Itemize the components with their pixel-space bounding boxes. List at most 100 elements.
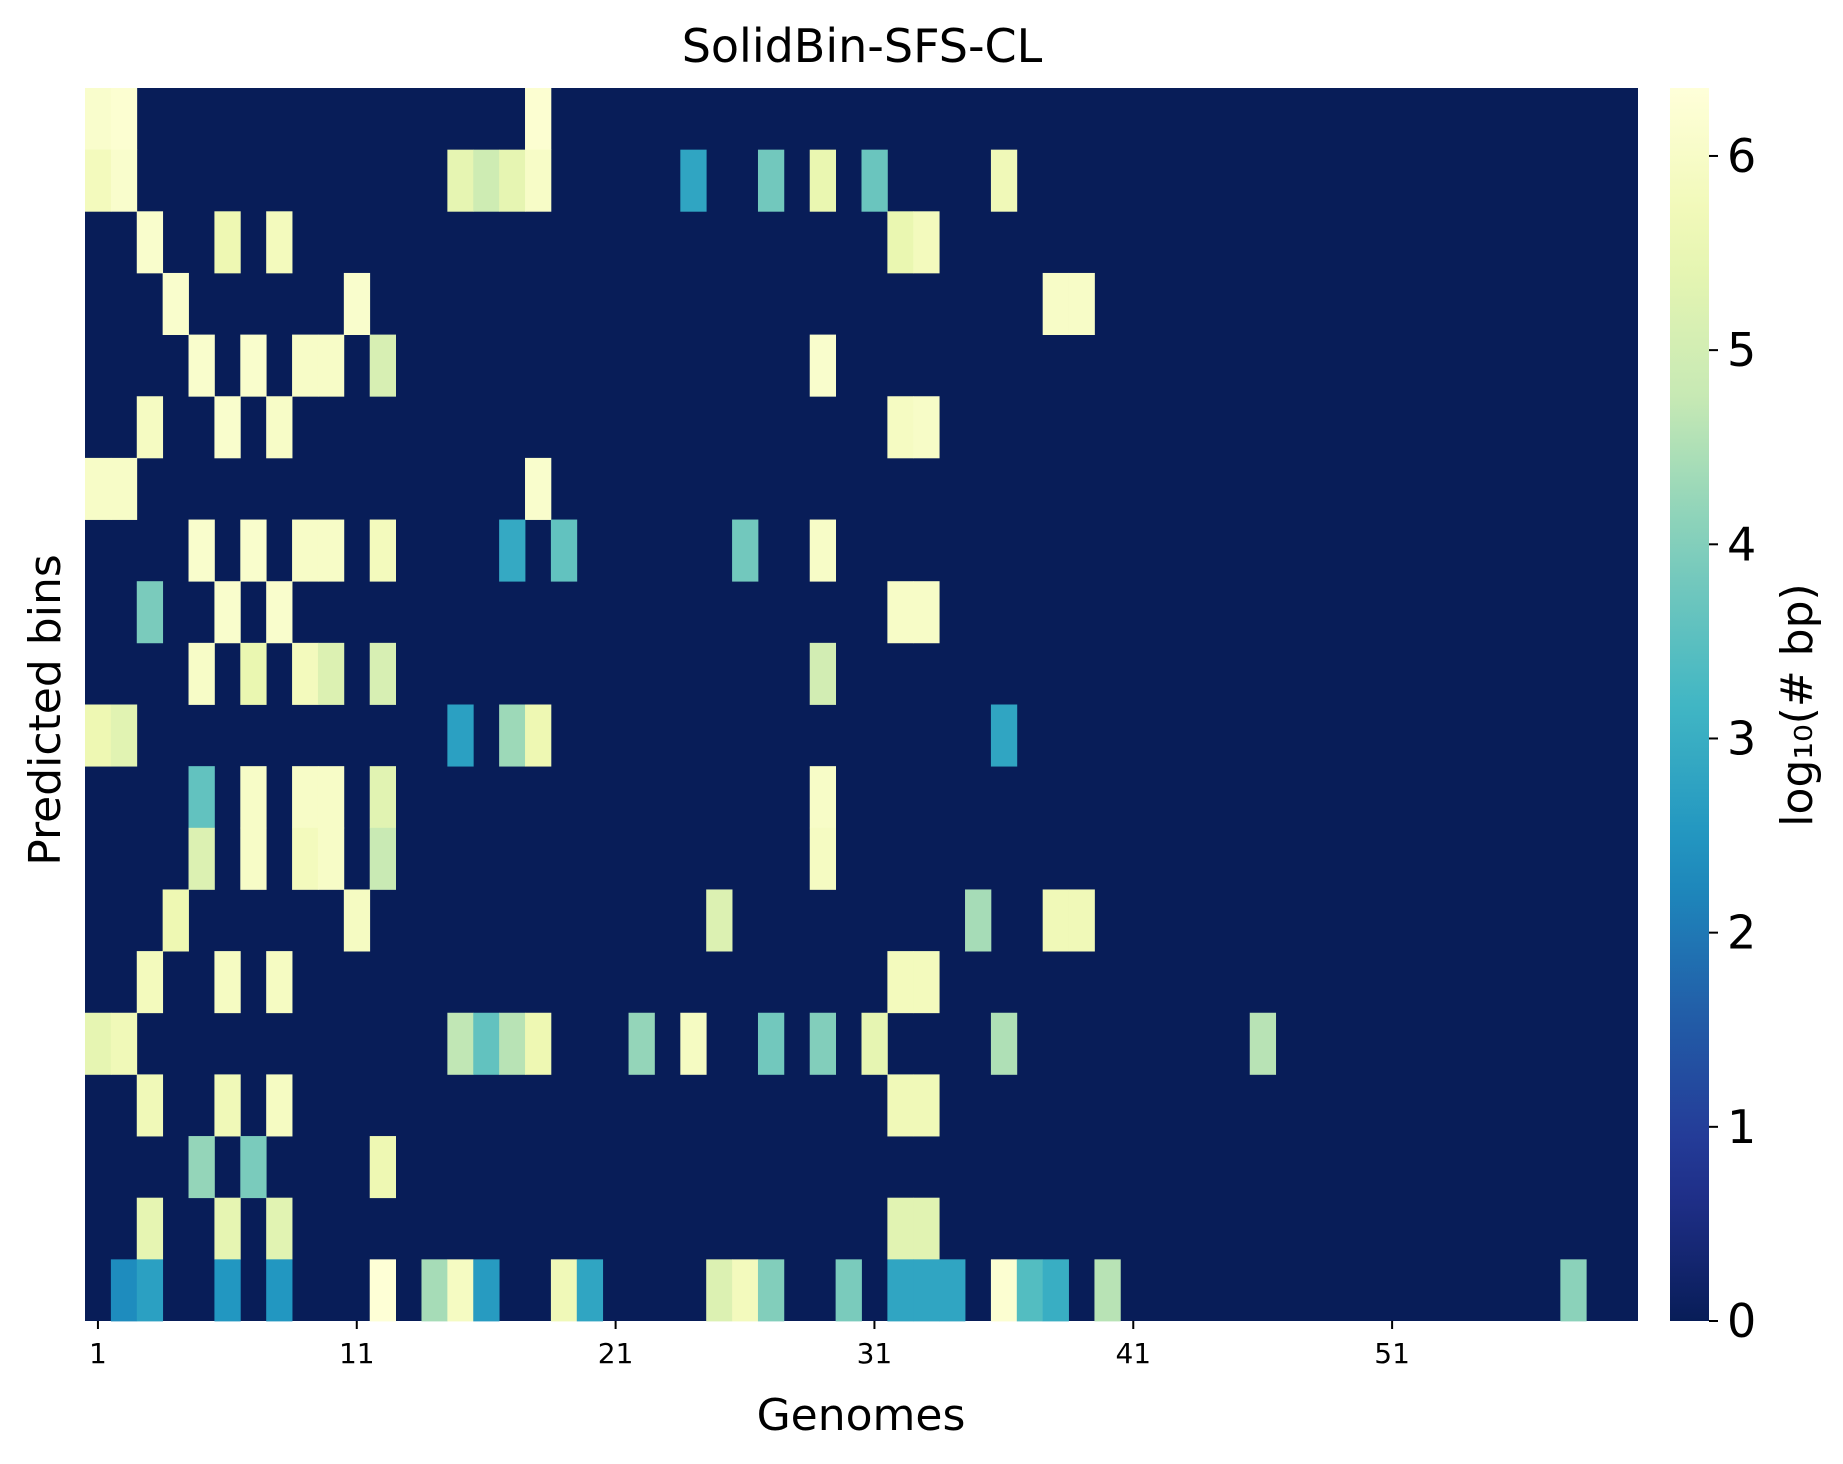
heatmap-cell (576, 1259, 604, 1322)
heatmap-cell (292, 766, 319, 829)
heatmap-cell (110, 88, 138, 151)
heatmap-cell (887, 1259, 914, 1322)
heatmap-cell (266, 581, 293, 644)
colorbar-label: log₁₀(# bp) (1772, 583, 1823, 826)
heatmap-cell (266, 1259, 293, 1322)
colorbar-tick-label: 4 (1727, 517, 1756, 571)
heatmap-cell (809, 149, 837, 212)
heatmap-cell (1068, 272, 1095, 335)
x-tick-label: 11 (339, 1337, 375, 1370)
heatmap-cell (421, 1259, 448, 1322)
heatmap-cell (266, 1074, 293, 1137)
colorbar-tick-label: 2 (1727, 906, 1756, 960)
heatmap-cell (110, 149, 138, 212)
heatmap-cell (913, 951, 940, 1014)
heatmap-cell (473, 149, 500, 212)
x-tick-label: 41 (1115, 1337, 1151, 1370)
heatmap-cell (110, 704, 138, 767)
heatmap-cell (809, 334, 837, 397)
heatmap-cell (990, 1012, 1018, 1075)
heatmap-cell (317, 334, 345, 397)
heatmap-cell (317, 827, 345, 890)
heatmap-cell (913, 211, 940, 274)
heatmap-cells (85, 88, 1638, 1322)
heatmap-cell (499, 1012, 526, 1075)
heatmap-cell (473, 1012, 500, 1075)
heatmap-cell (499, 519, 526, 582)
heatmap-cell (369, 827, 396, 890)
heatmap-cell (214, 951, 241, 1014)
heatmap-cell (292, 642, 319, 705)
heatmap-cell (369, 519, 396, 582)
colorbar-tick-label: 6 (1727, 129, 1756, 183)
heatmap-cell (861, 1012, 888, 1075)
heatmap-cell (965, 889, 992, 952)
heatmap-cell (757, 149, 785, 212)
heatmap-cell (887, 211, 914, 274)
heatmap-cell (680, 149, 707, 212)
x-tick-label: 51 (1374, 1337, 1410, 1370)
heatmap-cell (85, 704, 112, 767)
heatmap-cell (369, 1259, 396, 1322)
heatmap-cell (317, 766, 345, 829)
heatmap-cell (110, 457, 138, 520)
colorbar-tick-label: 3 (1727, 711, 1756, 765)
heatmap-cell (240, 1136, 267, 1199)
heatmap-cell (369, 642, 396, 705)
heatmap-cell (292, 334, 319, 397)
heatmap-cell (1249, 1012, 1277, 1075)
heatmap-cell (266, 951, 293, 1014)
heatmap-cell (913, 1074, 940, 1137)
heatmap-cell (1016, 1259, 1044, 1322)
heatmap-cell (473, 1259, 500, 1322)
heatmap-cell (188, 642, 215, 705)
heatmap-cell (1068, 889, 1095, 952)
heatmap-cell (136, 211, 164, 274)
colorbar (1670, 88, 1709, 1321)
heatmap-cell (887, 581, 914, 644)
heatmap-cell (447, 704, 474, 767)
heatmap-cell (913, 1259, 940, 1322)
heatmap-cell (188, 1136, 215, 1199)
heatmap-cell (990, 1259, 1018, 1322)
heatmap-cell (369, 1136, 396, 1199)
x-tick-label: 31 (857, 1337, 893, 1370)
heatmap-cell (110, 1012, 138, 1075)
heatmap-cell (136, 581, 164, 644)
heatmap-cell (628, 1012, 655, 1075)
x-axis: 1 11 21 31 41 51 (89, 1321, 1410, 1370)
heatmap-cell (85, 149, 112, 212)
heatmap-cell (1094, 1259, 1121, 1322)
heatmap-cell (343, 889, 371, 952)
heatmap-cell (214, 1197, 241, 1260)
heatmap-cell (240, 642, 267, 705)
heatmap-cell (266, 1197, 293, 1260)
heatmap-cell (861, 149, 888, 212)
heatmap-cell (240, 766, 267, 829)
heatmap-cell (447, 149, 474, 212)
y-axis-label: Predicted bins (20, 554, 71, 866)
heatmap-cell (292, 519, 319, 582)
heatmap-cell (136, 1074, 164, 1137)
x-tick-label: 1 (89, 1337, 107, 1370)
heatmap-cell (757, 1259, 785, 1322)
heatmap-cell (732, 519, 759, 582)
heatmap-cell (136, 1259, 164, 1322)
colorbar-tick-label: 5 (1727, 323, 1756, 377)
heatmap-cell (525, 704, 552, 767)
heatmap-cell (809, 827, 837, 890)
heatmap-cell (188, 766, 215, 829)
x-tick-label: 21 (598, 1337, 634, 1370)
heatmap-cell (317, 642, 345, 705)
heatmap-cell (188, 334, 215, 397)
heatmap-cell (266, 396, 293, 459)
heatmap-cell (188, 827, 215, 890)
heatmap-cell (680, 1012, 707, 1075)
heatmap-cell (240, 827, 267, 890)
heatmap-cell (85, 1012, 112, 1075)
heatmap-cell (317, 519, 345, 582)
heatmap-cell (214, 211, 241, 274)
heatmap-cell (835, 1259, 862, 1322)
colorbar-axis: 0 1 2 3 4 5 6 (1709, 129, 1756, 1348)
